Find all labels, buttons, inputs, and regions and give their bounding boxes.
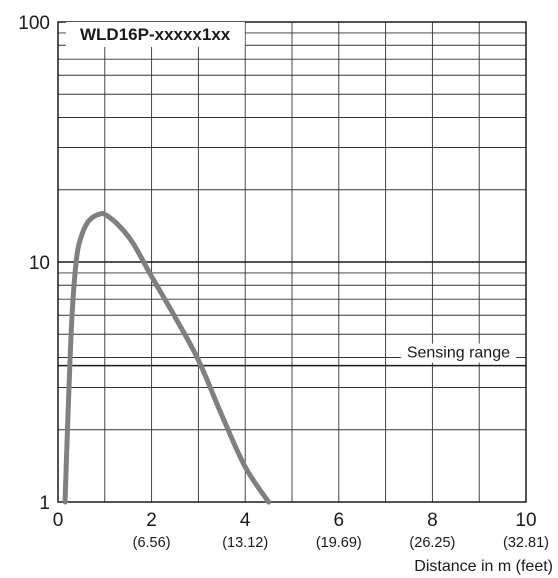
plot-frame [57,21,527,503]
chart-title: WLD16P-xxxxx1xx [80,25,231,44]
x-tick-sublabel: (6.56) [133,535,171,551]
x-tick-label: 4 [240,510,251,531]
sensing-range-label-background [400,343,517,363]
y-tick-label: 100 [18,13,50,34]
tick-labels: 0 2 (6.56) 4 (13.12) 6 (19.69) 8 (26.25) 10 (32.81… [18,13,549,551]
sensing-range-annotation: Sensing range [400,343,517,363]
grid [58,22,526,502]
x-tick-label: 10 [515,510,536,531]
x-tick-label: 2 [146,510,157,531]
sensing-range-label: Sensing range [407,345,510,362]
x-axis-title: Distance in m (feet) [414,558,553,575]
series-line [62,210,272,505]
x-tick-sublabel: (26.25) [409,535,455,551]
y-tick-label: 10 [29,253,50,274]
x-tick-sublabel: (13.12) [222,535,268,551]
chart-title-background [66,22,245,47]
chart-title-badge: WLD16P-xxxxx1xx [66,22,245,47]
y-tick-label: 1 [39,493,50,514]
series-layer [62,210,272,505]
x-tick-sublabel: (19.69) [316,535,362,551]
x-tick-label: 0 [53,510,64,531]
x-tick-label: 6 [334,510,345,531]
x-tick-sublabel: (32.81) [503,535,549,551]
x-tick-label: 8 [427,510,438,531]
